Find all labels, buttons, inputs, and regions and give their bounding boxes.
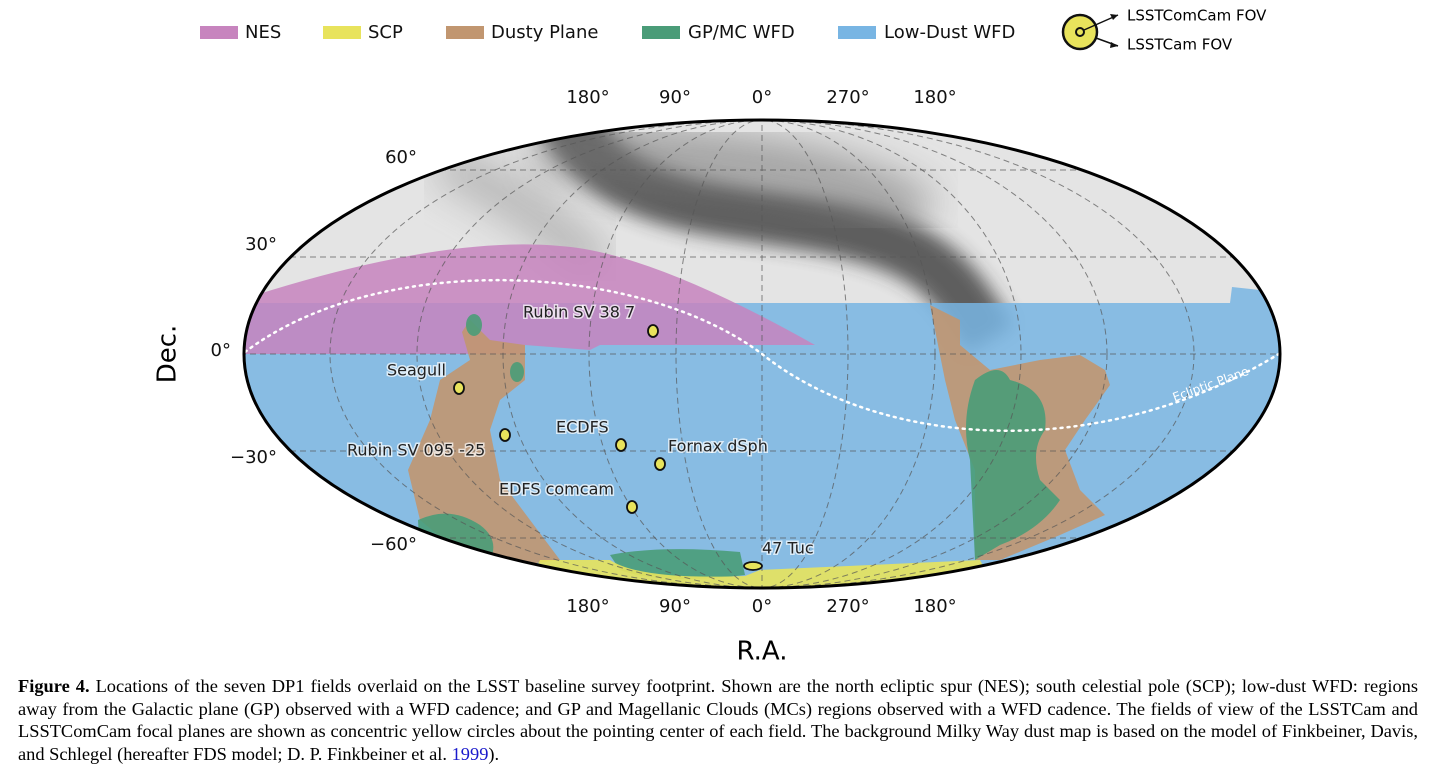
fields: Rubin SV 38 7 Seagull Rubin SV 095 -25 E… (346, 301, 815, 571)
tick-label: −60° (370, 534, 417, 555)
tick-label: 0° (752, 596, 772, 617)
legend-swatch (446, 26, 484, 39)
legend-label: Dusty Plane (491, 22, 598, 43)
ra-ticks-bottom: 180° 90° 0° 270° 180° (566, 596, 956, 617)
field-marker (499, 428, 511, 442)
tick-label: 60° (385, 147, 417, 168)
caption: Figure 4. Locations of the seven DP1 fie… (18, 675, 1418, 765)
field-marker (654, 457, 666, 471)
field-label: Rubin SV 38 7 (523, 303, 635, 322)
tick-label: 90° (659, 87, 691, 108)
field-marker (453, 381, 465, 395)
caption-end: ). (488, 743, 500, 764)
map-border (242, 118, 1282, 590)
legend-label: Low-Dust WFD (884, 22, 1015, 43)
tick-label: 30° (245, 234, 277, 255)
figure: NES SCP Dusty Plane GP/MC WFD Low-Dust W… (153, 7, 1282, 667)
tick-label: −30° (230, 447, 277, 468)
field-label: EDFS comcam (499, 480, 614, 499)
field-label: ECDFS (556, 418, 609, 437)
field-label: Fornax dSph (668, 437, 768, 456)
scp-region (520, 560, 1000, 588)
tick-label: 0° (752, 87, 772, 108)
legend-label: NES (245, 22, 281, 43)
legend: NES SCP Dusty Plane GP/MC WFD Low-Dust W… (200, 7, 1267, 54)
legend-swatch (642, 26, 680, 39)
field-label: Seagull (387, 361, 446, 380)
tick-label: 0° (211, 340, 231, 361)
ra-ticks-top: 180° 90° 0° 270° 180° (566, 87, 956, 108)
field-label: 47 Tuc (762, 539, 814, 558)
y-axis-label: Dec. (153, 325, 183, 384)
tick-label: 180° (913, 596, 956, 617)
caption-text: Locations of the seven DP1 fields overla… (18, 676, 1418, 764)
tick-label: 270° (826, 596, 869, 617)
tick-label: 270° (826, 87, 869, 108)
sky-map (244, 120, 1280, 588)
legend-label: GP/MC WFD (688, 22, 795, 43)
tick-label: 90° (659, 596, 691, 617)
legend-swatch (323, 26, 361, 39)
tick-label: 180° (566, 87, 609, 108)
gp-mc-wfd (418, 314, 1060, 579)
legend-swatch (838, 26, 876, 39)
dusty-plane (408, 320, 560, 570)
legend-label: SCP (368, 22, 403, 43)
legend-label: LSSTComCam FOV (1127, 7, 1267, 25)
field-marker (743, 561, 763, 571)
nes-region (244, 244, 815, 354)
legend-swatch (200, 26, 238, 39)
tick-label: 180° (566, 596, 609, 617)
field-marker (615, 438, 627, 452)
x-axis-label: R.A. (737, 637, 788, 667)
citation-link[interactable]: 1999 (451, 743, 489, 764)
field-marker (647, 324, 659, 338)
legend-label: LSSTCam FOV (1127, 36, 1233, 54)
caption-label: Figure 4. (18, 676, 90, 696)
field-label: Rubin SV 095 -25 (347, 441, 485, 460)
dec-ticks: 60° 30° 0° −30° −60° (211, 147, 417, 555)
fov-icon (1061, 13, 1119, 51)
tick-label: 180° (913, 87, 956, 108)
ecliptic-line (244, 278, 1280, 432)
field-marker (626, 500, 638, 514)
